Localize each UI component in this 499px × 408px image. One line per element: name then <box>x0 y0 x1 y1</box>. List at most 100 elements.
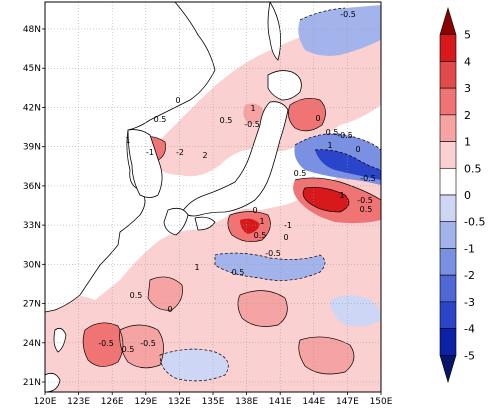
contour-value-label: 0 <box>355 145 360 154</box>
longitude-ticks: 120E 123E 126E 129E 132E 135E 138E 141E 144E 147E… <box>34 392 393 407</box>
contour-value-label: 0.5 <box>130 291 143 300</box>
negative-north-pacific <box>298 5 381 56</box>
lat-tick-label: 36N <box>23 182 41 192</box>
colorbar-tick-label: -5 <box>464 349 475 362</box>
lon-tick-label: 144E <box>302 397 325 407</box>
colorbar-swatch <box>439 34 457 62</box>
contour-value-label: -0.5 <box>98 339 114 348</box>
contour-value-label: 1 <box>194 263 199 272</box>
colorbar-swatch <box>439 328 457 356</box>
contour-lines <box>82 98 381 375</box>
colorbar-swatch <box>439 248 457 276</box>
colorbar-swatch <box>439 301 457 329</box>
colorbar-tick-label: 4 <box>464 55 471 68</box>
lon-tick-label: 135E <box>202 397 225 407</box>
contour-value-label: -1 <box>284 221 292 230</box>
contour-value-label: -1 <box>146 148 154 157</box>
colorbar-tick-label: -1 <box>464 242 475 255</box>
contour-value-label: 0 <box>283 233 288 242</box>
shikoku <box>194 216 216 231</box>
colorbar-top-triangle <box>439 6 457 36</box>
hokkaido <box>267 70 302 101</box>
lat-tick-label: 45N <box>23 64 41 74</box>
lon-tick-label: 147E <box>336 397 359 407</box>
contour-value-label: 0 <box>175 96 180 105</box>
contour-value-label: -0.5 <box>244 120 260 129</box>
colorbar-swatch <box>439 141 457 169</box>
contour-value-label: -2 <box>176 148 184 157</box>
contour-value-label: 1 <box>259 217 264 226</box>
lon-tick-label: 138E <box>235 397 258 407</box>
colorbar <box>439 6 457 384</box>
lat-tick-label: 33N <box>23 221 41 231</box>
colorbar-tick-label: 1 <box>464 136 471 149</box>
contour-value-label: -0.5 <box>337 131 353 140</box>
contour-value-label: 0.5 <box>360 205 373 214</box>
gridlines <box>45 2 381 392</box>
contour-value-label: -0.5 <box>340 10 356 19</box>
contour-value-label: 1 <box>250 104 255 113</box>
contour-value-label: -0.5 <box>265 249 281 258</box>
colorbar-tick-label: -0.5 <box>464 216 485 229</box>
colorbar-swatch <box>439 194 457 223</box>
positive-southwest <box>83 322 123 367</box>
negative-contours <box>159 7 381 382</box>
strong-positive-core <box>303 187 349 212</box>
asia-mainland <box>45 2 216 313</box>
contour-value-label: 0.5 <box>326 128 339 137</box>
contour-value-label: -0.5 <box>360 174 376 183</box>
lat-tick-label: 30N <box>23 260 41 270</box>
colorbar-tick-label: -4 <box>464 323 475 336</box>
lat-tick-label: 21N <box>23 378 41 388</box>
positive-south-patch <box>119 325 164 368</box>
lon-tick-label: 126E <box>101 397 124 407</box>
colorbar-swatch <box>439 61 457 89</box>
contour-value-label: 0 <box>252 206 257 215</box>
contour-value-label: 1 <box>339 191 344 200</box>
colorbar-labels: 5 4 3 2 1 0.5 0 -0.5 -1 -2 -3 -4 -5 <box>464 29 485 363</box>
colorbar-swatch <box>439 87 457 116</box>
lat-tick-label: 27N <box>23 300 41 310</box>
lat-tick-label: 24N <box>23 339 41 349</box>
contour-value-label: 0.5 <box>220 116 233 125</box>
contour-value-label: 0.5 <box>254 231 267 240</box>
contour-value-label: 1 <box>125 136 130 145</box>
colorbar-tick-label: 2 <box>464 109 471 122</box>
positive-okinawa-patch <box>148 276 183 311</box>
colorbar-tick-label: 0.5 <box>464 162 482 175</box>
colorbar-tick-label: 0 <box>464 189 471 202</box>
contour-value-label: 0 <box>315 114 320 123</box>
contour-value-label: -0.5 <box>140 339 156 348</box>
positive-central-patch <box>237 290 288 327</box>
lon-tick-label: 141E <box>269 397 292 407</box>
lon-tick-label: 132E <box>168 397 191 407</box>
negative-south-patch <box>160 349 229 381</box>
lat-tick-label: 39N <box>23 143 41 153</box>
contour-value-label: -0.5 <box>357 196 373 205</box>
negative-band-south <box>215 253 325 281</box>
sakhalin <box>267 2 282 61</box>
contour-value-label: 2 <box>202 151 207 160</box>
colorbar-swatch <box>439 114 457 142</box>
positive-southeast-patch <box>298 336 354 374</box>
contour-value-label: 0 <box>167 305 172 314</box>
colorbar-tick-label: 5 <box>464 29 471 42</box>
contour-value-label: 0.5 <box>154 115 167 124</box>
colorbar-bottom-triangle <box>439 354 457 384</box>
colorbar-tick-label: -2 <box>464 269 475 282</box>
lat-tick-label: 42N <box>23 103 41 113</box>
lon-tick-label: 123E <box>67 397 90 407</box>
negative-east-patch <box>330 295 381 327</box>
colorbar-swatch <box>439 221 457 249</box>
positive-sea-of-japan-north <box>243 103 265 124</box>
strong-positive-south-honshu <box>240 218 260 234</box>
contour-value-label: 0.5 <box>232 268 245 277</box>
lon-tick-label: 120E <box>34 397 57 407</box>
colorbar-swatch <box>439 167 457 196</box>
lon-tick-label: 129E <box>134 397 157 407</box>
latitude-ticks: 21N 24N 27N 30N 33N 36N 39N 42N 45N 48N <box>23 25 45 388</box>
lat-tick-label: 48N <box>23 25 41 35</box>
contour-value-label: 0.5 <box>122 345 135 354</box>
